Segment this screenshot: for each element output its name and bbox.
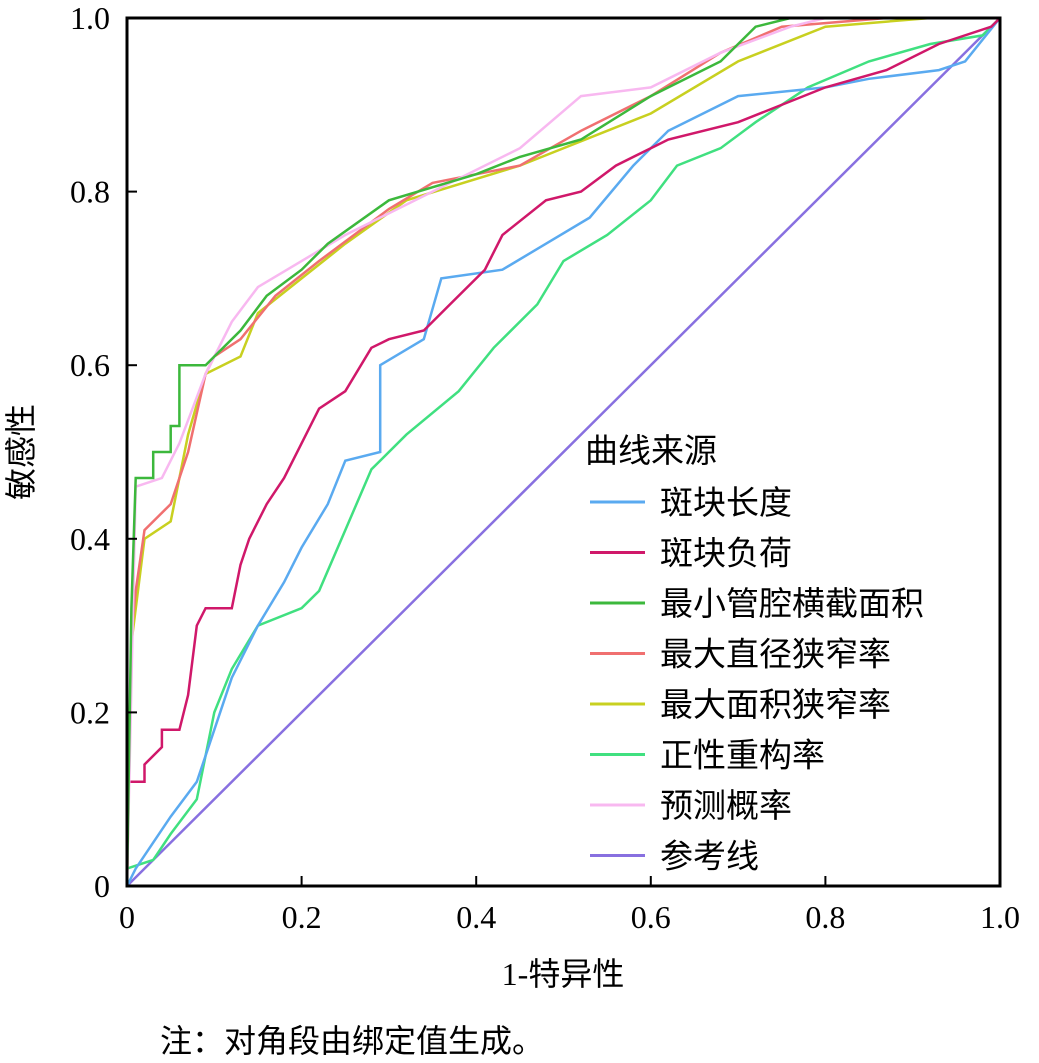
curve-4 bbox=[125, 16, 1000, 887]
footnote: 注：对角段由绑定值生成。 bbox=[160, 1023, 544, 1059]
y-axis-title: 敏感性 bbox=[3, 404, 39, 500]
curves bbox=[125, 16, 1001, 887]
curve-3 bbox=[125, 16, 1000, 887]
curve-5 bbox=[125, 17, 1001, 886]
legend-label: 参考线 bbox=[660, 839, 759, 876]
x-tick-label: 0 bbox=[119, 899, 135, 935]
y-tick-label: 0.4 bbox=[70, 521, 110, 557]
legend: 曲线来源 斑块长度斑块负荷最小管腔横截面积最大直径狭窄率最大面积狭窄率正性重构率… bbox=[585, 433, 924, 876]
x-tick-label: 0.4 bbox=[456, 899, 496, 935]
legend-label: 预测概率 bbox=[660, 788, 792, 825]
legend-label: 斑块负荷 bbox=[660, 536, 792, 573]
ticks: 0 0.2 0.4 0.6 0.8 1.0 0 0.2 0.4 0.6 0.8 1.0 bbox=[70, 0, 1020, 935]
legend-label: 最大直径狭窄率 bbox=[660, 637, 891, 674]
y-tick-label: 0.6 bbox=[70, 347, 110, 383]
legend-title: 曲线来源 bbox=[585, 433, 717, 470]
x-tick-label: 0.6 bbox=[631, 899, 671, 935]
y-tick-label: 1.0 bbox=[70, 0, 110, 36]
x-tick-label: 1.0 bbox=[980, 899, 1020, 935]
x-axis-title: 1-特异性 bbox=[502, 956, 625, 992]
curve-1 bbox=[125, 17, 1001, 886]
y-tick-label: 0 bbox=[94, 868, 110, 904]
legend-label: 最小管腔横截面积 bbox=[660, 586, 924, 623]
curve-2 bbox=[125, 16, 1000, 887]
curve-6 bbox=[125, 16, 1000, 887]
y-tick-label: 0.8 bbox=[70, 174, 110, 210]
x-tick-label: 0.8 bbox=[805, 899, 845, 935]
legend-label: 正性重构率 bbox=[660, 738, 825, 775]
y-tick-label: 0.2 bbox=[70, 694, 110, 730]
plot-frame bbox=[125, 16, 1002, 888]
legend-label: 斑块长度 bbox=[660, 485, 792, 522]
legend-label: 最大面积狭窄率 bbox=[660, 687, 891, 724]
curve-0 bbox=[125, 17, 1001, 887]
curve-7 bbox=[126, 17, 1001, 887]
x-tick-label: 0.2 bbox=[282, 899, 322, 935]
